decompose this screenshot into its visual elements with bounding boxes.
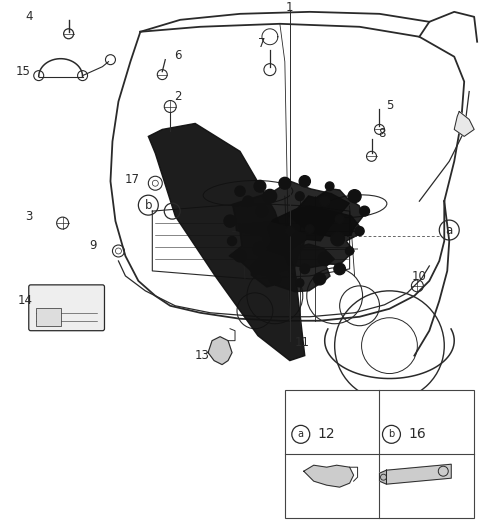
Text: b: b [388, 429, 395, 439]
Circle shape [331, 232, 344, 246]
Circle shape [300, 264, 310, 274]
Text: 2: 2 [174, 90, 182, 103]
Circle shape [250, 264, 260, 274]
Circle shape [253, 242, 266, 256]
Circle shape [254, 180, 266, 192]
Polygon shape [454, 112, 474, 136]
Polygon shape [380, 470, 386, 484]
Text: 16: 16 [408, 427, 426, 441]
Circle shape [228, 237, 237, 246]
Circle shape [224, 215, 236, 227]
Circle shape [256, 206, 267, 217]
Circle shape [314, 273, 326, 285]
Text: 10: 10 [412, 270, 427, 284]
Text: b: b [144, 199, 152, 211]
Polygon shape [251, 244, 335, 292]
Circle shape [285, 226, 295, 236]
Polygon shape [208, 337, 232, 365]
Text: 6: 6 [174, 49, 182, 62]
Circle shape [334, 263, 346, 275]
Circle shape [272, 257, 284, 269]
Text: 3: 3 [25, 210, 33, 222]
Circle shape [320, 196, 330, 206]
Text: 1: 1 [286, 2, 294, 14]
Polygon shape [148, 124, 305, 361]
Circle shape [279, 177, 291, 189]
Circle shape [263, 189, 276, 203]
Circle shape [348, 190, 361, 203]
Polygon shape [229, 222, 306, 276]
Polygon shape [304, 465, 354, 487]
Text: 14: 14 [17, 295, 32, 307]
Text: 15: 15 [15, 65, 30, 78]
Circle shape [346, 247, 354, 255]
FancyBboxPatch shape [29, 285, 105, 331]
Circle shape [325, 182, 334, 190]
Text: 17: 17 [125, 173, 140, 186]
Circle shape [305, 225, 314, 234]
Text: 4: 4 [25, 11, 33, 23]
Circle shape [295, 192, 304, 200]
Circle shape [234, 250, 246, 262]
Circle shape [336, 215, 344, 224]
Circle shape [269, 274, 280, 285]
FancyBboxPatch shape [285, 390, 474, 518]
Text: 8: 8 [378, 127, 385, 140]
Circle shape [355, 227, 364, 236]
Polygon shape [232, 181, 349, 251]
Circle shape [235, 186, 245, 196]
Text: 9: 9 [89, 238, 96, 251]
Text: 11: 11 [294, 336, 309, 349]
FancyBboxPatch shape [36, 308, 60, 326]
Text: 13: 13 [195, 349, 210, 362]
Circle shape [318, 252, 331, 266]
Text: 12: 12 [318, 427, 336, 441]
Polygon shape [386, 464, 451, 484]
Circle shape [296, 279, 304, 287]
Polygon shape [289, 189, 363, 237]
Text: 7: 7 [258, 37, 265, 50]
Text: a: a [298, 429, 304, 439]
Circle shape [299, 176, 311, 187]
Circle shape [360, 206, 370, 216]
Text: a: a [445, 224, 453, 237]
Circle shape [249, 224, 261, 235]
Polygon shape [266, 206, 364, 268]
Circle shape [243, 196, 253, 206]
Text: 5: 5 [386, 99, 393, 112]
